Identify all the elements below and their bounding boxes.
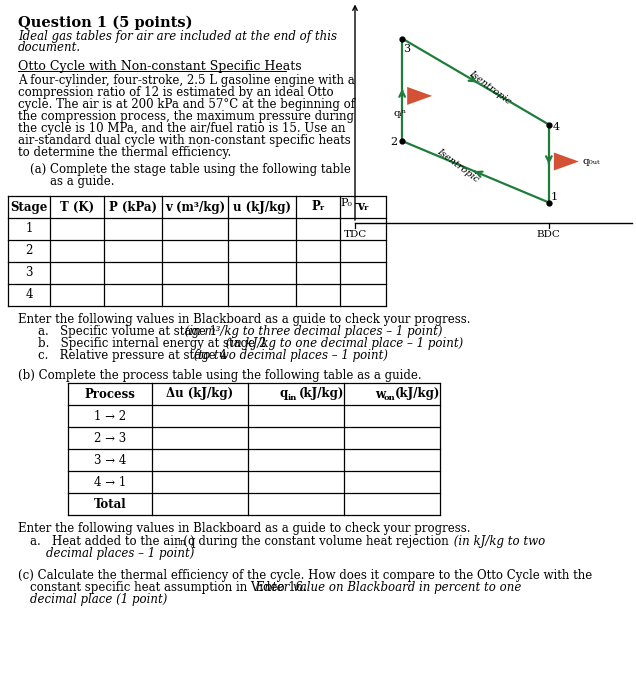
- Text: document.: document.: [18, 41, 81, 54]
- Text: BDC: BDC: [537, 230, 561, 239]
- Text: Question 1 (5 points): Question 1 (5 points): [18, 16, 193, 30]
- Text: (in m³/kg to three decimal places – 1 point): (in m³/kg to three decimal places – 1 po…: [181, 325, 442, 338]
- Text: 3 → 4: 3 → 4: [94, 454, 126, 466]
- Text: 1: 1: [25, 223, 32, 235]
- Text: Ideal gas tables for air are included at the end of this: Ideal gas tables for air are included at…: [18, 30, 337, 43]
- Text: decimal places – 1 point): decimal places – 1 point): [46, 547, 195, 560]
- Text: the cycle is 10 MPa, and the air/fuel ratio is 15. Use an: the cycle is 10 MPa, and the air/fuel ra…: [18, 122, 345, 135]
- Text: Process: Process: [85, 388, 135, 400]
- Text: Δu (kJ/kg): Δu (kJ/kg): [167, 388, 233, 400]
- Text: the compression process, the maximum pressure during: the compression process, the maximum pre…: [18, 110, 354, 123]
- Text: Enter value on Blackboard in percent to one: Enter value on Blackboard in percent to …: [252, 581, 522, 594]
- Text: on: on: [384, 394, 396, 402]
- Text: (a) Complete the stage table using the following table: (a) Complete the stage table using the f…: [30, 163, 351, 176]
- Text: ) during the constant volume heat rejection: ) during the constant volume heat reject…: [190, 535, 449, 548]
- Text: b.   Specific internal energy at stage 2: b. Specific internal energy at stage 2: [38, 337, 266, 350]
- Polygon shape: [407, 87, 432, 105]
- Text: TDC: TDC: [343, 230, 366, 239]
- Text: (in kJ/kg to one decimal place – 1 point): (in kJ/kg to one decimal place – 1 point…: [222, 337, 463, 350]
- Text: a.   Specific volume at stage 1: a. Specific volume at stage 1: [38, 325, 217, 338]
- Text: compression ratio of 12 is estimated by an ideal Otto: compression ratio of 12 is estimated by …: [18, 86, 334, 99]
- Text: q: q: [280, 388, 288, 400]
- Text: v (m³/kg): v (m³/kg): [165, 200, 225, 214]
- Text: Pᵣ: Pᵣ: [311, 200, 325, 214]
- Text: 2: 2: [25, 244, 32, 258]
- Text: constant specific heat assumption in Video 16.: constant specific heat assumption in Vid…: [30, 581, 307, 594]
- Text: Otto Cycle with Non-constant Specific Heats: Otto Cycle with Non-constant Specific He…: [18, 60, 301, 73]
- Text: T (K): T (K): [60, 200, 94, 214]
- Text: A four-cylinder, four-stroke, 2.5 L gasoline engine with a: A four-cylinder, four-stroke, 2.5 L gaso…: [18, 74, 355, 87]
- Text: P₀: P₀: [340, 197, 352, 207]
- Text: qᵢⁿ: qᵢⁿ: [394, 109, 407, 118]
- Text: Enter the following values in Blackboard as a guide to check your progress.: Enter the following values in Blackboard…: [18, 522, 471, 535]
- Text: in: in: [288, 394, 298, 402]
- Text: 3: 3: [404, 43, 411, 53]
- Text: to determine the thermal efficiency.: to determine the thermal efficiency.: [18, 146, 232, 159]
- Text: Total: Total: [93, 498, 127, 510]
- Text: (b) Complete the process table using the following table as a guide.: (b) Complete the process table using the…: [18, 369, 422, 382]
- Text: Enter the following values in Blackboard as a guide to check your progress.: Enter the following values in Blackboard…: [18, 313, 471, 326]
- Text: vᵣ: vᵣ: [357, 200, 369, 214]
- Text: Isentropic: Isentropic: [435, 147, 480, 184]
- Text: Isentropic: Isentropic: [467, 69, 512, 106]
- Text: w: w: [375, 388, 385, 400]
- Text: 2 → 3: 2 → 3: [94, 431, 126, 444]
- Text: 1 → 2: 1 → 2: [94, 410, 126, 423]
- Text: (kJ/kg): (kJ/kg): [299, 388, 344, 400]
- Text: 2: 2: [391, 137, 398, 147]
- Text: 4 → 1: 4 → 1: [94, 475, 126, 489]
- Text: as a guide.: as a guide.: [50, 175, 114, 188]
- Text: 4: 4: [25, 288, 32, 302]
- Text: (to two decimal places – 1 point): (to two decimal places – 1 point): [190, 349, 388, 362]
- Text: u (kJ/kg): u (kJ/kg): [233, 200, 291, 214]
- Text: (c) Calculate the thermal efficiency of the cycle. How does it compare to the Ot: (c) Calculate the thermal efficiency of …: [18, 569, 592, 582]
- Text: c.   Relative pressure at stage 4: c. Relative pressure at stage 4: [38, 349, 227, 362]
- Text: Stage: Stage: [10, 200, 48, 214]
- Text: 3: 3: [25, 267, 32, 279]
- Text: in: in: [178, 538, 187, 547]
- Text: 1: 1: [550, 192, 557, 202]
- Text: q₀ᵤₜ: q₀ᵤₜ: [583, 157, 600, 166]
- Text: decimal place (1 point): decimal place (1 point): [30, 593, 167, 606]
- Polygon shape: [554, 153, 579, 171]
- Text: 4: 4: [552, 122, 560, 132]
- Text: air-standard dual cycle with non-constant specific heats: air-standard dual cycle with non-constan…: [18, 134, 350, 147]
- Text: P (kPa): P (kPa): [109, 200, 157, 214]
- Text: a.   Heat added to the air (q: a. Heat added to the air (q: [30, 535, 195, 548]
- Text: (kJ/kg): (kJ/kg): [395, 388, 440, 400]
- Text: cycle. The air is at 200 kPa and 57°C at the beginning of: cycle. The air is at 200 kPa and 57°C at…: [18, 98, 355, 111]
- Text: (in kJ/kg to two: (in kJ/kg to two: [450, 535, 545, 548]
